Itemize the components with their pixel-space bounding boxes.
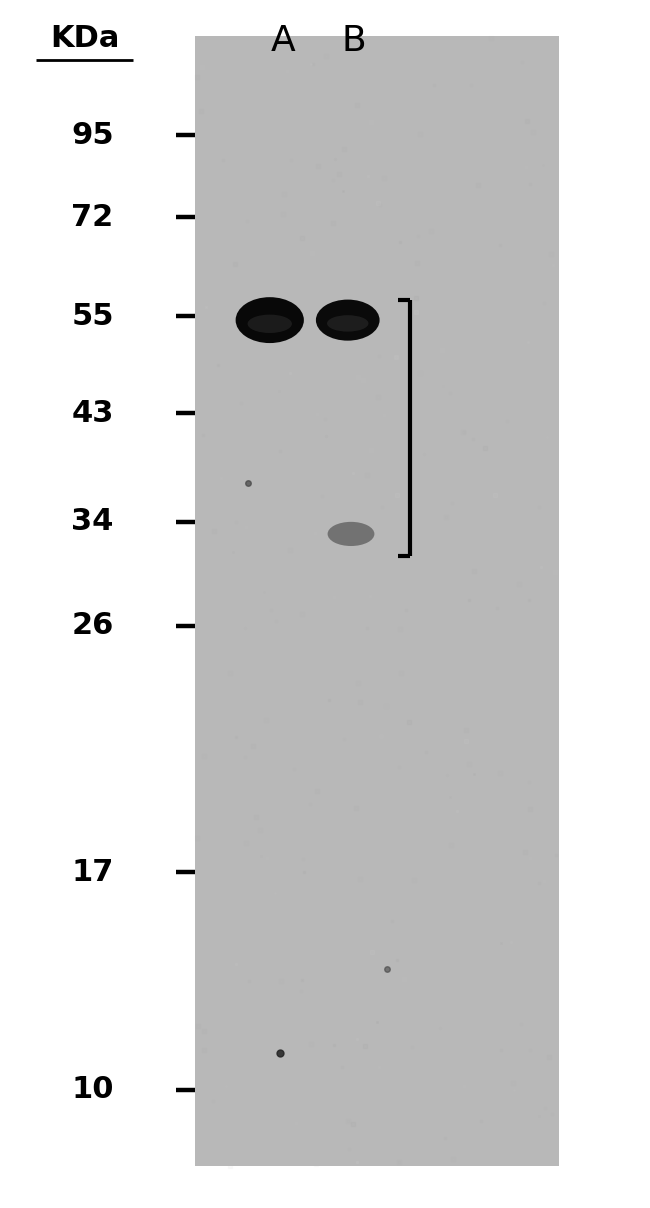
Ellipse shape bbox=[316, 300, 380, 341]
Text: 26: 26 bbox=[72, 611, 114, 640]
Text: 95: 95 bbox=[71, 121, 114, 150]
Text: A: A bbox=[270, 24, 295, 58]
FancyBboxPatch shape bbox=[195, 36, 559, 1166]
Ellipse shape bbox=[248, 314, 292, 333]
Text: 10: 10 bbox=[72, 1075, 114, 1104]
Text: 17: 17 bbox=[72, 858, 114, 887]
Text: 34: 34 bbox=[72, 507, 114, 536]
Ellipse shape bbox=[327, 315, 369, 332]
Text: KDa: KDa bbox=[50, 24, 119, 53]
Text: B: B bbox=[342, 24, 367, 58]
Text: 43: 43 bbox=[72, 399, 114, 428]
Text: 55: 55 bbox=[72, 302, 114, 331]
Ellipse shape bbox=[328, 522, 374, 546]
Ellipse shape bbox=[235, 297, 304, 343]
Text: 72: 72 bbox=[72, 203, 114, 232]
